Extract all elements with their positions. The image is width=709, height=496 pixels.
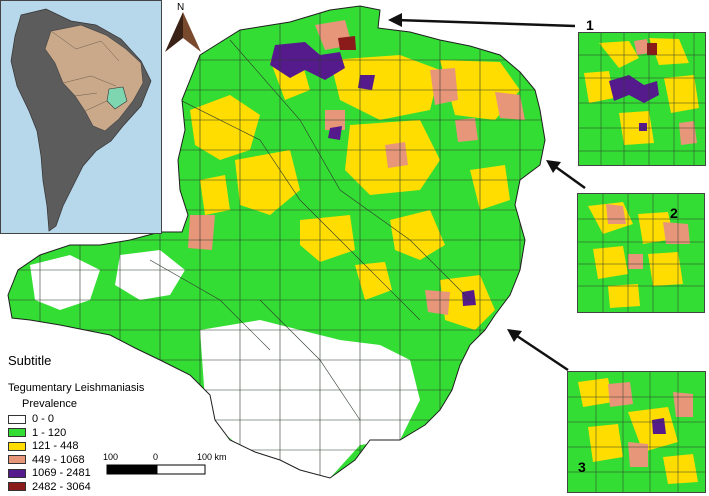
legend-label: 0 - 0 [32,413,55,425]
region-fill-purple [358,75,375,90]
inset-number-1: 1 [586,17,594,33]
north-arrow [165,12,201,52]
legend-item: 1 - 120 [8,426,66,440]
region-fill-darkred [338,36,356,50]
legend-measure: Prevalence [22,398,78,410]
region-fill-yellow [390,210,445,260]
region-fill-white-west [30,255,100,310]
legend-item: 2482 - 3064 [8,480,91,494]
legend-swatch [8,428,26,437]
highlighted-state [106,86,128,110]
callout-arrow-1 [395,18,576,28]
legend-label: 1 - 120 [32,426,67,439]
region-fill-purple [462,290,476,306]
inset-number-2: 2 [670,205,678,221]
zoom-inset-1 [578,32,706,166]
region-fill-purple [270,42,345,80]
south-america-locator-map [0,0,162,234]
region-fill-purple [328,126,342,140]
region-fill-yellow [235,150,300,215]
legend-item: 449 - 1068 [8,453,85,467]
callout-arrow-2-head [546,160,561,173]
region-fill-salmon [455,118,478,142]
callout-arrows [388,13,586,372]
callout-arrow-3 [513,332,569,372]
legend-title: Subtitle [8,353,52,368]
zoom-inset-2 [577,193,705,313]
legend-label: 449 - 1068 [32,453,85,466]
scale-label-right: 100 km [197,452,227,462]
scale-bar [106,464,206,475]
scale-label-left: 100 [103,452,119,462]
region-fill-yellow [190,95,260,160]
region-fill-salmon [495,92,525,120]
legend-swatch [8,414,26,424]
region-fill-salmon [385,142,408,168]
inset-number-3: 3 [578,459,586,475]
region-fill-yellow [330,55,440,120]
region-fill-salmon [430,68,458,105]
legend-label: 2482 - 3064 [32,480,91,493]
region-fill-yellow [355,262,392,300]
region-fill-salmon [425,290,450,315]
legend-item: 121 - 448 [8,439,78,453]
callout-arrow-1-head [388,13,402,27]
legend-swatch [8,455,26,464]
region-fill-white-west2 [115,250,185,300]
legend-label: 121 - 448 [32,440,79,452]
scale-label-mid: 0 [153,452,159,462]
region-fill-yellow [300,215,355,262]
region-fill-yellow [200,175,230,215]
region-fill-salmon [188,215,215,250]
legend-swatch [8,482,26,491]
brazil-state-borders [50,30,120,112]
legend-label: 1069 - 2481 [32,467,91,479]
callout-arrow-3-head [507,329,522,342]
legend-item: 1069 - 2481 [8,466,91,480]
callout-arrow-2 [552,163,586,190]
region-fill-white-south [200,320,420,478]
legend-subtitle: Tegumentary Leishmaniasis [8,382,145,394]
legend-swatch [8,468,26,478]
zoom-inset-3 [567,371,706,493]
legend-swatch [8,441,26,451]
legend-item: 0 - 0 [8,412,54,426]
north-arrow-label: N [177,2,185,13]
